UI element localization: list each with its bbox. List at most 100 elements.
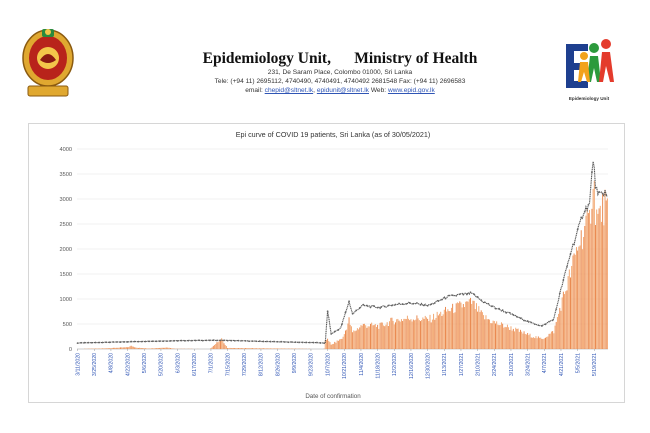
bar (216, 342, 218, 349)
line-point (294, 341, 297, 344)
bar (415, 319, 417, 349)
bar (583, 236, 585, 349)
line-point (598, 191, 600, 193)
series-line (77, 161, 608, 344)
website-link[interactable]: www.epid.gov.lk (387, 87, 435, 94)
line-point (412, 302, 415, 305)
bar (474, 309, 476, 349)
line-point (165, 340, 168, 343)
bar (402, 321, 404, 349)
epidemiology-unit-logo-icon (566, 39, 614, 88)
line-point (316, 341, 318, 344)
line-point (273, 340, 275, 343)
line-point (301, 341, 304, 344)
bar (490, 323, 492, 349)
bar (481, 312, 483, 349)
line-point (119, 341, 122, 343)
bar (224, 345, 226, 349)
line-point (223, 339, 225, 342)
bar (567, 276, 569, 349)
x-tick-label: 2/10/2021 (475, 353, 481, 376)
bar (397, 318, 399, 349)
line-point (519, 317, 522, 320)
line-point (605, 193, 608, 196)
bar (546, 336, 548, 349)
bar (564, 294, 566, 349)
bar (385, 324, 387, 349)
line-point (458, 293, 461, 296)
line-point (469, 291, 472, 294)
bar (162, 347, 164, 349)
bar (400, 319, 402, 349)
bar (227, 348, 229, 349)
bar (128, 347, 130, 349)
x-tick-label: 8/12/2020 (259, 353, 265, 376)
bar (242, 348, 244, 349)
line-point (112, 341, 115, 343)
bar (542, 339, 544, 349)
bar (327, 338, 329, 349)
bar (552, 331, 554, 349)
bar (254, 348, 256, 349)
bar (140, 347, 142, 349)
bar (403, 318, 405, 349)
bar (328, 341, 330, 349)
x-tick-label: 3/10/2021 (509, 353, 515, 376)
bar (271, 348, 273, 349)
bar (606, 198, 608, 349)
bar (249, 348, 251, 349)
bar (422, 317, 424, 349)
line-point (226, 339, 229, 342)
bar (106, 348, 108, 349)
line-point (237, 339, 240, 342)
line-point (80, 341, 83, 344)
bar (246, 348, 248, 349)
bar (471, 303, 473, 349)
bar (440, 311, 442, 349)
bar (167, 347, 169, 349)
bar (596, 209, 598, 349)
line-point (158, 340, 161, 343)
x-axis-ticks: 3/11/2020 3/25/2020 4/8/2020 4/22/2020 5/6/2… (75, 349, 598, 379)
line-point (380, 306, 383, 308)
bar (398, 320, 400, 349)
sri-lanka-emblem-icon (22, 29, 74, 97)
bar (443, 309, 445, 349)
y-axis-ticks: 0 500 1000 1500 2000 2500 3000 3500 4000 (60, 147, 72, 353)
bar (329, 342, 331, 349)
bar (558, 313, 560, 349)
bar (373, 325, 375, 349)
line-point (255, 340, 258, 343)
line-point (180, 339, 183, 342)
bar (260, 348, 262, 349)
bar (358, 329, 360, 349)
bar (370, 323, 371, 349)
bar (366, 327, 368, 349)
bar (152, 348, 154, 349)
bar (158, 347, 160, 349)
line-point (523, 319, 525, 322)
bar (139, 347, 140, 349)
bar (465, 301, 467, 349)
bar (571, 265, 573, 349)
line-point (401, 303, 404, 305)
bar (121, 347, 123, 349)
bar (409, 320, 411, 349)
bar (266, 348, 268, 349)
bar (442, 314, 444, 349)
bar (412, 319, 414, 349)
bar (104, 348, 106, 349)
bar (274, 348, 276, 349)
bar (599, 205, 601, 349)
bar-series (84, 180, 608, 349)
bar (375, 326, 377, 349)
bar (100, 348, 102, 349)
bar (595, 225, 596, 349)
bar (496, 321, 498, 349)
x-tick-label: 12/30/2020 (425, 353, 431, 379)
bar (241, 348, 243, 349)
email-link-epidunit[interactable]: epidunit@sltnet.lk (316, 87, 369, 94)
address-line: 231, De Saram Place, Colombo 01000, Sri … (267, 69, 413, 76)
line-point (551, 319, 554, 322)
email-link-chepid[interactable]: chepid@sltnet.lk (264, 87, 314, 94)
